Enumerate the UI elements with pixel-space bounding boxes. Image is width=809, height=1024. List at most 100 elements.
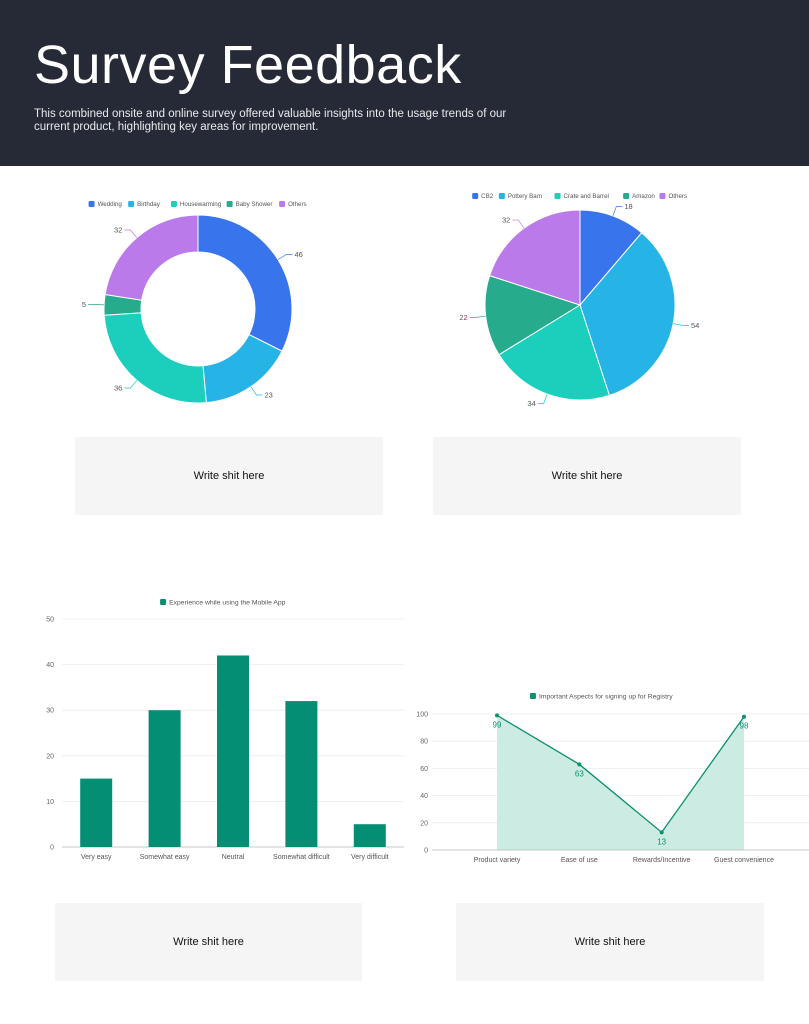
legend-label[interactable]: Crate and Barrel bbox=[564, 193, 609, 200]
data-label: 63 bbox=[575, 769, 584, 778]
pie-slice[interactable] bbox=[498, 304, 610, 401]
pie-chart: CB2 Pottery Barn Crate and Barrel Amazon Oth… bbox=[459, 193, 699, 408]
pie-slice[interactable] bbox=[579, 232, 676, 396]
y-tick-label: 10 bbox=[46, 799, 54, 806]
area-chart: Important Aspects for signing up for Reg… bbox=[416, 693, 809, 864]
bar[interactable] bbox=[285, 701, 318, 847]
slice-value-label: 18 bbox=[624, 202, 632, 211]
note-box[interactable]: Write shit here bbox=[55, 903, 362, 981]
x-tick-label: Ease of use bbox=[561, 857, 598, 864]
legend-swatch bbox=[498, 193, 505, 199]
legend-swatch bbox=[529, 693, 536, 699]
legend-swatch bbox=[279, 201, 286, 207]
legend-label[interactable]: Housewarming bbox=[180, 201, 222, 208]
y-tick-label: 80 bbox=[420, 739, 428, 746]
legend-label[interactable]: CB2 bbox=[481, 193, 494, 200]
chart-legend: Experience while using the Mobile App bbox=[160, 599, 286, 606]
pie-slice[interactable] bbox=[104, 214, 199, 301]
y-tick-label: 60 bbox=[420, 766, 428, 773]
legend-swatch bbox=[472, 193, 479, 199]
area-fill bbox=[497, 715, 744, 850]
data-point[interactable] bbox=[495, 713, 499, 718]
slice-value-label: 32 bbox=[114, 225, 122, 234]
legend-label[interactable]: Others bbox=[288, 201, 307, 208]
x-tick-label: Guest convenience bbox=[714, 857, 774, 864]
legend-swatch bbox=[623, 193, 630, 199]
slice-leader-line bbox=[512, 219, 525, 229]
chart-legend: Wedding Birthday Housewarming Baby Shower Ot… bbox=[88, 201, 307, 208]
bar[interactable] bbox=[148, 710, 181, 847]
data-label: 99 bbox=[493, 720, 502, 729]
legend-label[interactable]: Baby Shower bbox=[236, 201, 273, 208]
slice-leader-line bbox=[277, 254, 293, 260]
legend-swatch bbox=[659, 193, 666, 199]
note-box[interactable]: Write shit here bbox=[75, 437, 383, 515]
x-tick-label: Somewhat easy bbox=[140, 854, 190, 861]
slice-leader-line bbox=[537, 394, 548, 404]
legend-label[interactable]: Birthday bbox=[137, 201, 161, 208]
data-label: 13 bbox=[657, 837, 666, 846]
slice-value-label: 23 bbox=[264, 390, 272, 399]
legend-swatch bbox=[128, 201, 135, 207]
data-point[interactable] bbox=[577, 762, 582, 767]
slice-value-label: 34 bbox=[527, 399, 535, 408]
legend-label[interactable]: Others bbox=[668, 193, 687, 200]
x-tick-label: Very easy bbox=[81, 854, 112, 861]
bar[interactable] bbox=[217, 655, 249, 847]
y-tick-label: 50 bbox=[46, 617, 54, 624]
y-tick-label: 40 bbox=[420, 793, 428, 800]
y-tick-label: 40 bbox=[46, 662, 54, 669]
note-box[interactable]: Write shit here bbox=[433, 437, 741, 515]
slice-value-label: 46 bbox=[294, 250, 302, 259]
y-tick-label: 100 bbox=[416, 712, 428, 719]
slice-leader-line bbox=[673, 323, 689, 326]
legend-swatch bbox=[88, 201, 95, 207]
y-tick-label: 20 bbox=[420, 820, 428, 827]
slice-leader-line bbox=[612, 206, 623, 216]
bar[interactable] bbox=[80, 778, 113, 847]
legend-label[interactable]: Amazon bbox=[632, 193, 655, 200]
bar[interactable] bbox=[353, 824, 386, 847]
legend-label[interactable]: Wedding bbox=[98, 201, 123, 208]
y-tick-label: 0 bbox=[424, 848, 428, 855]
pie-slice[interactable] bbox=[197, 214, 293, 352]
y-tick-label: 30 bbox=[46, 708, 54, 715]
pie-slice[interactable] bbox=[489, 209, 581, 306]
chart-legend: CB2 Pottery Barn Crate and Barrel Amazon Oth… bbox=[472, 193, 687, 200]
note-box[interactable]: Write shit here bbox=[456, 903, 764, 981]
y-tick-label: 0 bbox=[50, 845, 54, 852]
x-tick-label: Neutral bbox=[222, 854, 245, 861]
pie-slice[interactable] bbox=[579, 209, 643, 307]
bar-chart: Experience while using the Mobile App 0 10… bbox=[46, 599, 404, 861]
data-point[interactable] bbox=[742, 714, 746, 719]
x-tick-label: Somewhat difficult bbox=[273, 854, 330, 861]
x-tick-label: Product variety bbox=[474, 857, 521, 864]
data-point[interactable] bbox=[659, 830, 664, 835]
legend-swatch bbox=[226, 201, 233, 207]
page-description: This combined onsite and online survey o… bbox=[34, 108, 507, 133]
series-line[interactable] bbox=[496, 714, 745, 834]
donut-chart: Wedding Birthday Housewarming Baby Shower Ot… bbox=[82, 201, 307, 404]
slice-value-label: 22 bbox=[459, 313, 467, 322]
x-tick-label: Rewards/Incentive bbox=[633, 857, 691, 864]
slice-leader-line bbox=[124, 229, 138, 238]
legend-label[interactable]: Experience while using the Mobile App bbox=[169, 599, 286, 606]
slice-value-label: 36 bbox=[114, 384, 122, 393]
legend-swatch bbox=[554, 193, 561, 199]
slice-value-label: 54 bbox=[691, 321, 699, 330]
y-tick-label: 20 bbox=[46, 753, 54, 760]
data-label: 98 bbox=[740, 722, 749, 731]
x-tick-label: Very difficult bbox=[351, 854, 389, 861]
legend-swatch bbox=[160, 599, 167, 605]
slice-leader-line bbox=[124, 380, 138, 389]
slice-value-label: 5 bbox=[82, 300, 86, 309]
legend-label[interactable]: Pottery Barn bbox=[508, 193, 543, 200]
page-header: Survey Feedback This combined onsite and… bbox=[0, 0, 809, 166]
pie-slice[interactable] bbox=[484, 275, 582, 356]
page-title: Survey Feedback bbox=[34, 35, 462, 95]
slice-value-label: 32 bbox=[502, 216, 510, 225]
slice-leader-line bbox=[250, 386, 263, 396]
slice-leader-line bbox=[469, 315, 486, 318]
legend-label[interactable]: Important Aspects for signing up for Reg… bbox=[539, 693, 673, 700]
chart-legend: Important Aspects for signing up for Reg… bbox=[529, 693, 673, 700]
